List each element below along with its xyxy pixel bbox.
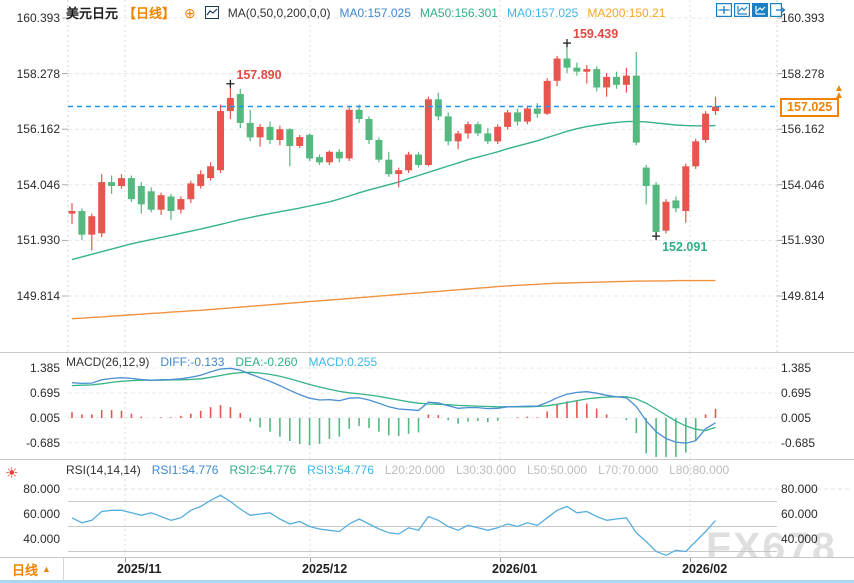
rsi-l20-label: L20:20.000 bbox=[384, 463, 445, 477]
axis-label: 0.695 bbox=[781, 385, 812, 400]
axis-tick bbox=[690, 558, 691, 562]
axis-label: -0.685 bbox=[781, 435, 816, 450]
axis-label: 80.000 bbox=[781, 482, 818, 496]
macd-dea-value: DEA:-0.260 bbox=[235, 355, 298, 369]
axis-scale-active-icon[interactable] bbox=[752, 3, 768, 17]
axis-label: 158.278 bbox=[781, 66, 825, 81]
axis-label: -0.685 bbox=[25, 435, 60, 450]
macd-diff-value: DIFF:-0.133 bbox=[160, 355, 225, 369]
rsi1-value: RSI1:54.776 bbox=[151, 463, 219, 477]
chevron-up-icon: ▲ bbox=[42, 564, 51, 574]
axis-label: 154.046 bbox=[781, 177, 825, 192]
axis-label: 149.814 bbox=[16, 288, 60, 303]
axis-label: 149.814 bbox=[781, 288, 825, 303]
rsi-title[interactable]: RSI(14,14,14) bbox=[66, 463, 141, 477]
period-button[interactable]: 日线 ▲ bbox=[0, 558, 64, 580]
axis-label: 1.385 bbox=[781, 361, 812, 376]
ma0-value: MA0:157.025 bbox=[339, 5, 411, 20]
axis-label: 156.162 bbox=[781, 122, 825, 137]
axis-label: 156.162 bbox=[16, 122, 60, 137]
dea-line bbox=[71, 371, 716, 432]
rsi-chart-canvas[interactable] bbox=[0, 459, 854, 557]
axis-label: 40.000 bbox=[781, 532, 818, 546]
axis-label: 158.278 bbox=[16, 66, 60, 81]
macd-value: MACD:0.255 bbox=[308, 355, 378, 369]
bottom-accent-strip bbox=[0, 580, 854, 583]
axis-label: 40.000 bbox=[23, 532, 60, 546]
right-price-axis[interactable]: 160.393 158.278 156.162 154.046 151.930 149.8… bbox=[781, 0, 851, 583]
axis-scale-icon[interactable] bbox=[734, 3, 750, 17]
pan-right-icon[interactable] bbox=[770, 3, 786, 17]
axis-label: 80.000 bbox=[23, 482, 60, 496]
axis-label: 160.393 bbox=[16, 11, 60, 25]
rsi2-value: RSI2:54.776 bbox=[229, 463, 297, 477]
axis-tick bbox=[500, 558, 501, 562]
rsi-l70-label: L70:70.000 bbox=[598, 463, 659, 477]
axis-label: 160.393 bbox=[781, 11, 825, 25]
rsi-panel-header: RSI(14,14,14) RSI1:54.776 RSI2:54.776 RS… bbox=[66, 463, 729, 477]
svg-text:152.091: 152.091 bbox=[662, 240, 707, 254]
svg-text:157.890: 157.890 bbox=[236, 68, 281, 82]
chart-toolbar bbox=[716, 3, 786, 17]
axis-label: 151.930 bbox=[781, 233, 825, 248]
date-label: 2025/11 bbox=[117, 562, 162, 576]
axis-label: 151.930 bbox=[16, 233, 60, 248]
axis-label: 60.000 bbox=[23, 507, 60, 521]
macd-panel-header: MACD(26,12,9) DIFF:-0.133 DEA:-0.260 MAC… bbox=[66, 355, 377, 369]
ma200-value: MA200:150.21 bbox=[587, 5, 666, 20]
axis-label: 0.005 bbox=[781, 410, 812, 425]
ma200-line bbox=[71, 279, 716, 320]
ma-settings-label[interactable]: MA(0,50,0,200,0,0) bbox=[227, 5, 331, 20]
rsi-l30-label: L30:30.000 bbox=[455, 463, 516, 477]
indicator-chart-icon[interactable] bbox=[204, 6, 219, 19]
add-overlay-icon[interactable]: ⊕ bbox=[184, 4, 196, 21]
macd-title[interactable]: MACD(26,12,9) bbox=[66, 355, 150, 369]
macd-chart-canvas[interactable] bbox=[0, 352, 854, 459]
panel-divider bbox=[0, 352, 854, 353]
indicator-settings-icon[interactable]: ☀ bbox=[5, 465, 19, 482]
date-label: 2025/12 bbox=[302, 562, 348, 576]
ma50-line bbox=[71, 120, 716, 261]
rsi-l50-label: L50:50.000 bbox=[527, 463, 588, 477]
interval-tag[interactable]: 【日线】 bbox=[123, 6, 176, 21]
symbol-title: 美元日元 bbox=[66, 6, 119, 21]
date-label: 2026/02 bbox=[682, 562, 728, 576]
period-button-label: 日线 bbox=[12, 562, 39, 578]
axis-label: 1.385 bbox=[29, 361, 60, 376]
candlesticks bbox=[68, 43, 719, 251]
rsi3-value: RSI3:54.776 bbox=[307, 463, 374, 477]
left-price-axis: 160.393 158.278 156.162 154.046 151.930 149.8… bbox=[0, 0, 60, 583]
axis-label: 60.000 bbox=[781, 507, 818, 521]
diff-line bbox=[71, 367, 716, 444]
crosshair-icon[interactable] bbox=[716, 3, 732, 17]
time-axis-bar[interactable]: 日线 ▲ 2025/11 2025/12 2026/01 2026/02 bbox=[0, 557, 854, 580]
price-chart-canvas[interactable]: 157.890 159.439 152.091 bbox=[0, 0, 854, 352]
current-price-tag: 157.025 bbox=[780, 98, 840, 117]
axis-tick bbox=[125, 558, 126, 562]
axis-label: 0.695 bbox=[29, 385, 60, 400]
price-marker-arrow: ▲ ▲ bbox=[834, 83, 844, 101]
rsi-line bbox=[71, 494, 716, 557]
axis-label: 0.005 bbox=[29, 410, 60, 425]
macd-histogram bbox=[71, 401, 717, 457]
panel-divider bbox=[0, 459, 854, 460]
price-panel-header: 美元日元 【日线】 ⊕ MA(0,50,0,200,0,0) MA0:157.0… bbox=[66, 3, 665, 22]
svg-text:159.439: 159.439 bbox=[573, 27, 618, 41]
ma50-value: MA50:156.301 bbox=[419, 5, 498, 20]
rsi-l80-label: L80:80.000 bbox=[669, 463, 730, 477]
ma0-value-2: MA0:157.025 bbox=[506, 5, 579, 20]
date-label: 2026/01 bbox=[492, 562, 538, 576]
axis-label: 154.046 bbox=[16, 177, 60, 192]
axis-tick bbox=[310, 558, 311, 562]
